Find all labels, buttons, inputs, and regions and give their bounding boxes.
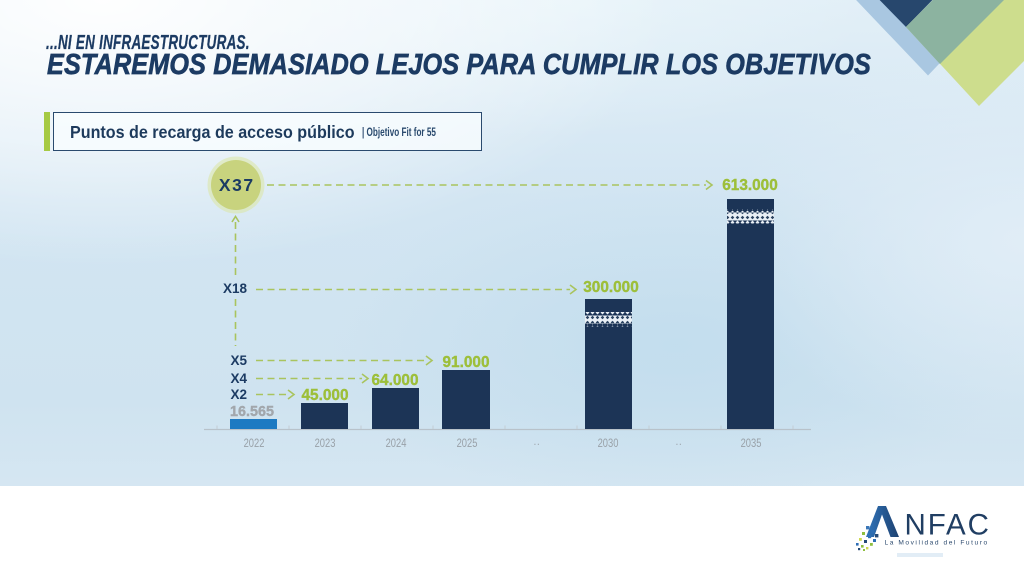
svg-text:NFAC: NFAC: [905, 509, 991, 542]
svg-text:La Movilidad del Futuro: La Movilidad del Futuro: [885, 540, 989, 547]
